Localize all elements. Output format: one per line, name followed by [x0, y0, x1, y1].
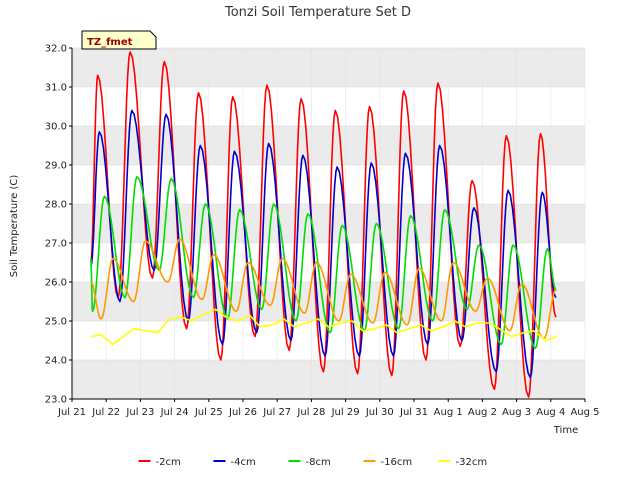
y-tick-label: 31.0: [45, 83, 67, 94]
tag-label: TZ_fmet: [87, 37, 133, 48]
x-tick-label: Jul 28: [296, 407, 325, 418]
x-tick-labels: Jul 21 Jul 22 Jul 23 Jul 24 Jul 25 Jul 26 Jul …: [57, 399, 600, 418]
background-band: [72, 48, 585, 87]
x-tick-label: Jul 26: [228, 407, 257, 418]
y-tick-label: 23.0: [45, 395, 67, 406]
legend-item: -4cm: [213, 457, 256, 468]
background-band: [72, 204, 585, 243]
y-tick-label: 26.0: [45, 278, 67, 289]
x-tick-label: Jul 22: [91, 407, 120, 418]
legend-item: -16cm: [363, 457, 413, 468]
series-layer: [90, 51, 557, 398]
tag-box: TZ_fmet: [81, 30, 157, 50]
x-tick-label: Aug 1: [434, 407, 463, 418]
y-tick-label: 29.0: [45, 161, 67, 172]
x-tick-label: Jul 24: [160, 407, 189, 418]
legend-label: -8cm: [306, 457, 331, 468]
x-tick-label: Jul 25: [194, 407, 223, 418]
legend-label: -2cm: [156, 457, 181, 468]
x-tick-label: Jul 30: [365, 407, 394, 418]
series-line-8cmcm: [90, 175, 557, 350]
x-axis-title: Time: [553, 425, 578, 436]
legend-item: -8cm: [288, 457, 331, 468]
legend-item: -2cm: [138, 457, 181, 468]
x-tick-label: Jul 27: [262, 407, 291, 418]
x-tick-label: Aug 4: [536, 407, 565, 418]
legend: -2cm -4cm -8cm -16cm -32cm: [138, 457, 488, 468]
x-tick-label: Aug 3: [502, 407, 531, 418]
background-band: [72, 360, 585, 399]
y-tick-label: 24.0: [45, 356, 67, 367]
tag-box-shape: [81, 30, 157, 50]
x-tick-label: Aug 2: [468, 407, 497, 418]
y-tick-label: 30.0: [45, 122, 67, 133]
axes: [71, 48, 585, 400]
legend-label: -32cm: [456, 457, 488, 468]
legend-label: -16cm: [381, 457, 413, 468]
x-tick-label: Jul 23: [125, 407, 154, 418]
y-tick-label: 25.0: [45, 317, 67, 328]
x-tick-label: Jul 31: [399, 407, 428, 418]
y-tick-labels: 23.0 24.0 25.0 26.0 27.0 28.0 29.0 30.0 31.0 32.0: [45, 44, 72, 406]
legend-item: -32cm: [438, 457, 488, 468]
y-tick-label: 27.0: [45, 239, 67, 250]
y-axis-title: Soil Temperature (C): [9, 175, 20, 278]
series-line-16cmcm: [90, 238, 557, 340]
y-tick-label: 32.0: [45, 44, 67, 55]
y-tick-label: 28.0: [45, 200, 67, 211]
legend-label: -4cm: [231, 457, 256, 468]
x-tick-label: Jul 29: [331, 407, 360, 418]
chart-title: Tonzi Soil Temperature Set D: [224, 5, 411, 20]
series-line-32cmcm: [90, 308, 557, 346]
background-bands: [72, 48, 585, 399]
background-band: [72, 126, 585, 165]
x-tick-label: Aug 5: [570, 407, 599, 418]
x-tick-label: Jul 21: [57, 407, 86, 418]
